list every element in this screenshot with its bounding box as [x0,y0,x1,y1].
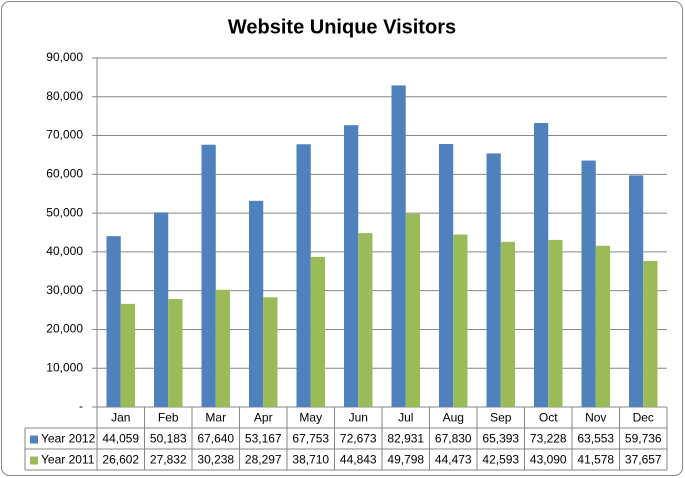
bar [249,200,264,407]
bar [500,241,515,407]
table-value: 37,657 [625,453,662,467]
bar [453,234,468,407]
x-tick-label: Dec [633,411,654,425]
table-value: 65,393 [482,432,519,446]
table-value: 43,090 [530,453,567,467]
x-tick-label: May [299,411,322,425]
bar [154,212,169,407]
bar [344,125,359,408]
table-value: 28,297 [245,453,282,467]
table-value: 44,059 [102,432,139,446]
table-value: 53,167 [245,432,282,446]
y-tick-label: - [79,399,83,413]
bar [263,297,278,407]
bar [405,213,420,407]
bar [106,236,121,407]
x-tick-label: Aug [443,411,464,425]
x-tick-label: Jun [349,411,368,425]
table-value: 72,673 [340,432,377,446]
bar [534,123,549,407]
bar [201,144,216,408]
legend-key [30,435,38,444]
bar [120,303,135,407]
bar [358,233,373,407]
table-value: 44,843 [340,453,377,467]
table-value: 26,602 [102,453,139,467]
bar [168,299,183,407]
bar [486,153,501,407]
y-tick-label: 10,000 [46,360,83,374]
bar [629,175,644,407]
bar [310,256,325,407]
table-value: 67,830 [435,432,472,446]
x-tick-label: Apr [254,411,273,425]
table-value: 42,593 [482,453,519,467]
y-tick-label: 50,000 [46,205,83,219]
x-tick-label: Mar [205,411,226,425]
y-tick-label: 70,000 [46,128,83,142]
table-value: 67,640 [197,432,234,446]
x-tick-label: Jul [398,411,413,425]
bar [439,143,454,407]
table-value: 63,553 [577,432,614,446]
bar [296,144,311,407]
bar [595,245,610,407]
y-tick-label: 90,000 [46,50,83,64]
bar [215,289,230,407]
bar [581,160,596,407]
y-tick-label: 40,000 [46,244,83,258]
bar [548,239,563,407]
legend-key [30,456,38,465]
chart-title: Website Unique Visitors [228,16,456,38]
table-value: 59,736 [625,432,662,446]
bar [391,85,406,407]
table-value: 49,798 [387,453,424,467]
x-tick-label: Sep [490,411,512,425]
table-value: 44,473 [435,453,472,467]
table-value: 67,753 [292,432,329,446]
y-tick-label: 30,000 [46,283,83,297]
table-value: 27,832 [150,453,187,467]
table-value: 38,710 [292,453,329,467]
bar [643,260,658,407]
legend-label: Year 2011 [41,453,95,467]
y-tick-label: 60,000 [46,167,83,181]
table-value: 50,183 [150,432,187,446]
x-tick-label: Oct [539,411,558,425]
table-value: 73,228 [530,432,567,446]
table-value: 30,238 [197,453,234,467]
table-value: 41,578 [577,453,614,467]
legend-label: Year 2012 [41,432,96,446]
y-tick-label: 80,000 [46,89,83,103]
x-tick-label: Jan [111,411,130,425]
x-tick-label: Feb [158,411,179,425]
table-value: 82,931 [387,432,424,446]
x-tick-label: Nov [585,411,606,425]
y-tick-label: 20,000 [46,322,83,336]
